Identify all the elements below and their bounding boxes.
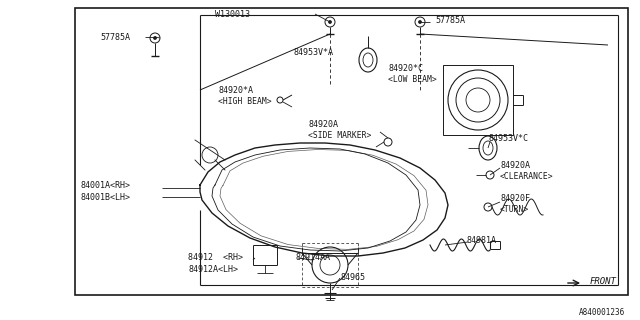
Text: 84981A: 84981A bbox=[466, 236, 496, 244]
Text: 84920F: 84920F bbox=[500, 194, 530, 203]
Text: 84920A: 84920A bbox=[308, 119, 338, 129]
Text: FRONT: FRONT bbox=[590, 277, 617, 286]
Text: 84920A: 84920A bbox=[500, 161, 530, 170]
Bar bbox=[75, 8, 628, 295]
Text: 84912  <RH>: 84912 <RH> bbox=[188, 253, 243, 262]
Text: 84001A<RH>: 84001A<RH> bbox=[80, 180, 130, 189]
Text: 57785A: 57785A bbox=[100, 33, 130, 42]
Text: 84914AA: 84914AA bbox=[295, 253, 330, 262]
Text: 84920*C: 84920*C bbox=[388, 63, 423, 73]
Text: 84001B<LH>: 84001B<LH> bbox=[80, 193, 130, 202]
Text: W130013: W130013 bbox=[215, 10, 250, 19]
Circle shape bbox=[419, 20, 422, 23]
Text: 84920*A: 84920*A bbox=[218, 85, 253, 94]
Text: <SIDE MARKER>: <SIDE MARKER> bbox=[308, 131, 371, 140]
Circle shape bbox=[154, 36, 157, 39]
Text: <CLEARANCE>: <CLEARANCE> bbox=[500, 172, 554, 180]
Text: 84965: 84965 bbox=[340, 274, 365, 283]
Text: 84912A<LH>: 84912A<LH> bbox=[188, 266, 238, 275]
Bar bbox=[443, 65, 513, 135]
Text: <TURN>: <TURN> bbox=[500, 204, 529, 213]
Text: <LOW BEAM>: <LOW BEAM> bbox=[388, 75, 436, 84]
Text: 84953V*C: 84953V*C bbox=[488, 133, 528, 142]
Text: 84953V*A: 84953V*A bbox=[293, 47, 333, 57]
Text: A840001236: A840001236 bbox=[579, 308, 625, 317]
Text: 57785A: 57785A bbox=[435, 15, 465, 25]
Circle shape bbox=[328, 20, 332, 23]
Text: <HIGH BEAM>: <HIGH BEAM> bbox=[218, 97, 271, 106]
